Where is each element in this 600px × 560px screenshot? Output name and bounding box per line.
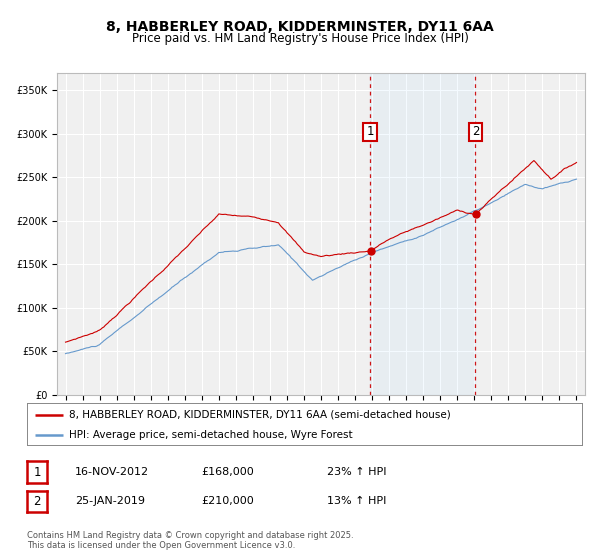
Text: 23% ↑ HPI: 23% ↑ HPI [327, 467, 386, 477]
Text: 2: 2 [34, 494, 41, 508]
Text: 16-NOV-2012: 16-NOV-2012 [75, 467, 149, 477]
Text: Price paid vs. HM Land Registry's House Price Index (HPI): Price paid vs. HM Land Registry's House … [131, 32, 469, 45]
Text: 8, HABBERLEY ROAD, KIDDERMINSTER, DY11 6AA: 8, HABBERLEY ROAD, KIDDERMINSTER, DY11 6… [106, 20, 494, 34]
Bar [370, 73, 475, 395]
Text: HPI: Average price, semi-detached house, Wyre Forest: HPI: Average price, semi-detached house,… [68, 430, 352, 440]
Text: £168,000: £168,000 [201, 467, 254, 477]
Text: Contains HM Land Registry data © Crown copyright and database right 2025.
This d: Contains HM Land Registry data © Crown c… [27, 531, 353, 550]
Text: 1: 1 [367, 125, 374, 138]
Text: 1: 1 [34, 465, 41, 479]
Text: 8, HABBERLEY ROAD, KIDDERMINSTER, DY11 6AA (semi-detached house): 8, HABBERLEY ROAD, KIDDERMINSTER, DY11 6… [68, 409, 451, 419]
Text: 25-JAN-2019: 25-JAN-2019 [75, 496, 145, 506]
Text: £210,000: £210,000 [201, 496, 254, 506]
Text: 13% ↑ HPI: 13% ↑ HPI [327, 496, 386, 506]
Text: 2: 2 [472, 125, 479, 138]
